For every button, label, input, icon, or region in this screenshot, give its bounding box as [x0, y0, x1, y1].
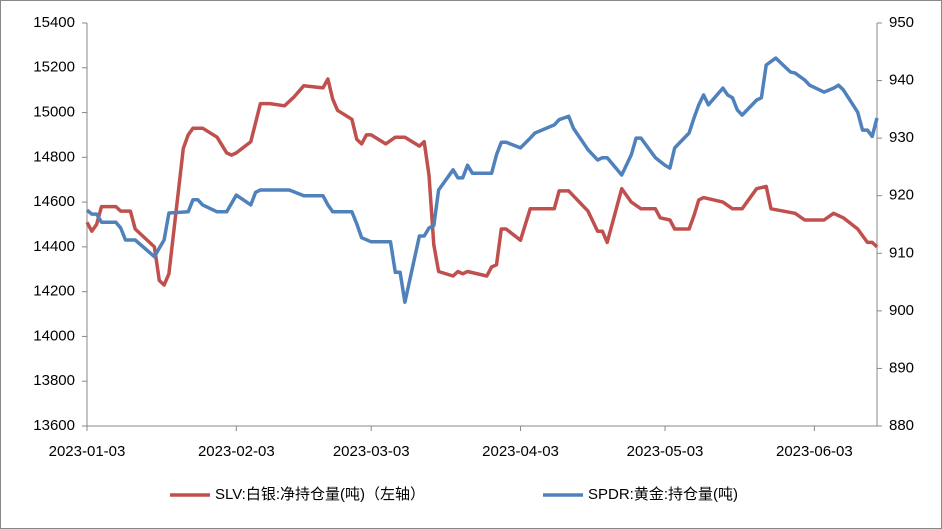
- y-tick-label: 14400: [33, 238, 75, 255]
- legend-label: SLV:白银:净持仓量(吨)（左轴）: [215, 486, 425, 503]
- y-tick-label: 14600: [33, 193, 75, 210]
- y-tick-label: 15000: [33, 104, 75, 121]
- series-line: [85, 77, 879, 287]
- y2-tick-label: 890: [889, 359, 914, 376]
- series-line: [85, 56, 879, 304]
- x-tick-label: 2023-05-03: [627, 443, 704, 460]
- y-tick-label: 14800: [33, 148, 75, 165]
- y2-tick-label: 930: [889, 129, 914, 146]
- y-tick-label: 13600: [33, 417, 75, 434]
- y2-tick-label: 900: [889, 302, 914, 319]
- y2-tick-label: 880: [889, 417, 914, 434]
- y-tick-label: 15200: [33, 59, 75, 76]
- x-tick-label: 2023-01-03: [49, 443, 126, 460]
- y-tick-label: 15400: [33, 14, 75, 31]
- y2-tick-label: 950: [889, 14, 914, 31]
- x-tick-label: 2023-06-03: [776, 443, 853, 460]
- y2-tick-label: 940: [889, 72, 914, 89]
- y-tick-label: 14200: [33, 283, 75, 300]
- legend-label: SPDR:黄金:持仓量(吨): [588, 486, 738, 503]
- y-tick-label: 13800: [33, 372, 75, 389]
- x-tick-label: 2023-02-03: [198, 443, 275, 460]
- y-tick-label: 14000: [33, 327, 75, 344]
- x-tick-label: 2023-03-03: [333, 443, 410, 460]
- x-tick-label: 2023-04-03: [482, 443, 559, 460]
- y2-tick-label: 920: [889, 187, 914, 204]
- y2-tick-label: 910: [889, 244, 914, 261]
